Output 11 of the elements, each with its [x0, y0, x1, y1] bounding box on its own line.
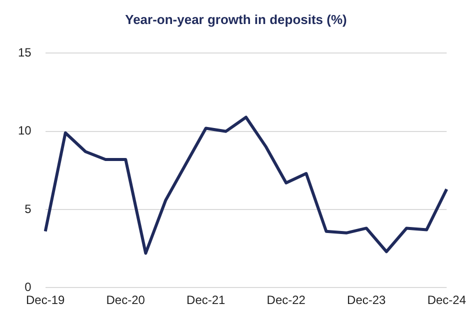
- y-tick-label: 0: [24, 280, 32, 294]
- x-tick-label: Dec-22: [266, 293, 306, 308]
- x-tick-label: Dec-24: [427, 293, 466, 308]
- y-tick-label: 10: [18, 124, 32, 138]
- x-tick-label: Dec-19: [26, 293, 66, 308]
- chart-title: Year-on-year growth in deposits (%): [124, 12, 348, 29]
- x-tick-label: Dec-21: [186, 293, 226, 308]
- x-tick-label: Dec-23: [347, 293, 386, 308]
- y-tick-label: 15: [18, 46, 32, 60]
- x-tick-label: Dec-20: [106, 293, 146, 308]
- y-tick-label: 5: [24, 202, 32, 216]
